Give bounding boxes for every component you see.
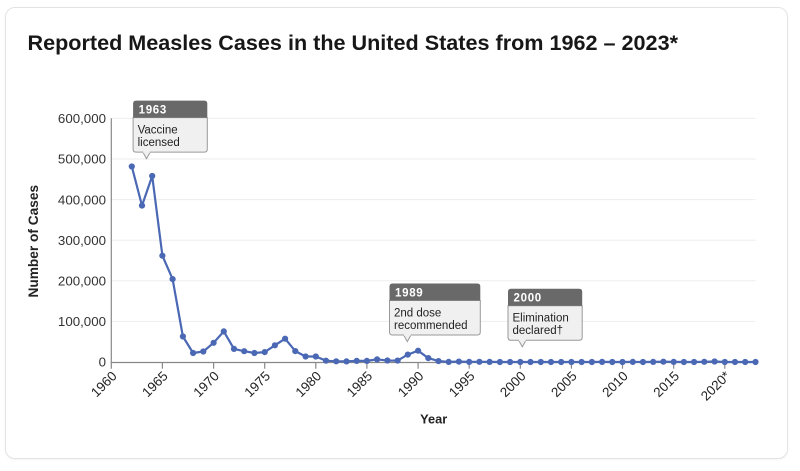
svg-text:200,000: 200,000 <box>58 274 106 289</box>
svg-text:2005: 2005 <box>548 368 580 400</box>
svg-text:2000: 2000 <box>497 368 529 400</box>
svg-text:1989: 1989 <box>395 287 423 299</box>
svg-text:licensed: licensed <box>138 137 180 149</box>
svg-text:2010: 2010 <box>599 368 631 400</box>
svg-text:600,000: 600,000 <box>58 111 106 126</box>
svg-text:2nd dose: 2nd dose <box>394 307 441 319</box>
svg-text:Reported Measles Cases in the: Reported Measles Cases in the United Sta… <box>28 30 679 55</box>
svg-text:1975: 1975 <box>241 368 273 400</box>
svg-text:400,000: 400,000 <box>58 192 106 207</box>
svg-text:Year: Year <box>420 412 447 427</box>
svg-text:Elimination: Elimination <box>513 313 569 325</box>
svg-text:1995: 1995 <box>446 368 478 400</box>
svg-text:300,000: 300,000 <box>58 233 106 248</box>
svg-text:0: 0 <box>99 355 106 370</box>
svg-text:1980: 1980 <box>293 368 325 400</box>
svg-text:2015: 2015 <box>650 368 682 400</box>
svg-text:1965: 1965 <box>139 368 171 400</box>
svg-text:500,000: 500,000 <box>58 152 106 167</box>
svg-text:1985: 1985 <box>344 368 376 400</box>
svg-text:1990: 1990 <box>395 368 427 400</box>
svg-text:Vaccine: Vaccine <box>138 125 178 137</box>
svg-text:2000: 2000 <box>514 293 542 305</box>
svg-text:declared†: declared† <box>513 325 564 337</box>
svg-text:recommended: recommended <box>394 320 468 332</box>
svg-text:1970: 1970 <box>190 368 222 400</box>
svg-text:100,000: 100,000 <box>58 314 106 329</box>
svg-text:2020*: 2020* <box>698 368 733 403</box>
svg-text:1960: 1960 <box>88 368 120 400</box>
svg-text:1963: 1963 <box>139 105 167 117</box>
svg-text:Number of Cases: Number of Cases <box>26 185 41 298</box>
